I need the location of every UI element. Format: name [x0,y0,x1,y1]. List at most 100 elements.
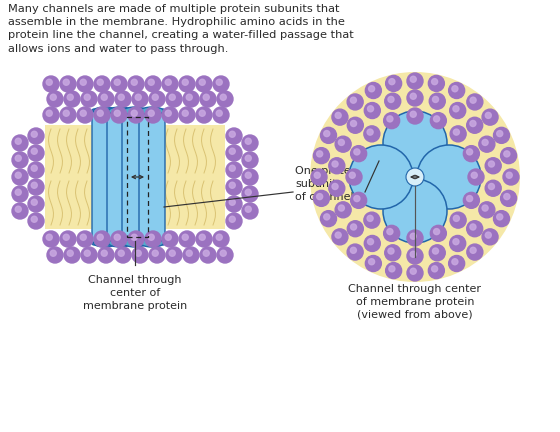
Circle shape [488,184,494,190]
Circle shape [485,158,501,174]
Circle shape [242,203,258,219]
Circle shape [43,231,59,247]
Circle shape [335,202,351,218]
Circle shape [46,79,52,85]
Circle shape [428,76,445,92]
Circle shape [186,250,192,256]
Circle shape [320,127,337,143]
Circle shape [332,229,348,245]
Circle shape [28,162,44,178]
Circle shape [165,234,171,240]
Circle shape [28,145,44,161]
Circle shape [463,146,479,162]
Circle shape [115,91,131,107]
Circle shape [347,117,363,133]
Text: Channel through
center of
membrane protein: Channel through center of membrane prote… [83,275,187,311]
Circle shape [166,247,182,263]
Circle shape [196,76,212,92]
Circle shape [466,221,483,237]
Circle shape [432,248,438,254]
Circle shape [31,148,38,154]
Circle shape [453,106,459,112]
Circle shape [196,231,212,247]
Circle shape [242,169,258,185]
Circle shape [12,169,28,185]
Circle shape [497,214,503,220]
Circle shape [410,93,416,99]
Circle shape [314,172,320,178]
Circle shape [15,206,21,212]
Circle shape [229,131,235,137]
Circle shape [12,203,28,219]
Circle shape [162,107,178,123]
Circle shape [148,110,154,116]
Circle shape [220,250,226,256]
Circle shape [50,250,56,256]
Circle shape [367,238,374,245]
Circle shape [183,247,199,263]
Circle shape [245,138,251,144]
Circle shape [15,189,21,195]
Circle shape [28,128,44,144]
Circle shape [80,234,86,240]
Circle shape [132,247,148,263]
Circle shape [149,247,165,263]
Ellipse shape [94,239,116,247]
Circle shape [203,94,209,100]
FancyBboxPatch shape [107,109,133,245]
Circle shape [46,110,52,116]
Circle shape [452,86,458,92]
Circle shape [220,94,226,100]
Circle shape [407,90,423,106]
Circle shape [347,221,363,237]
Circle shape [410,268,416,274]
Circle shape [470,121,476,127]
Circle shape [165,79,171,85]
Ellipse shape [141,107,164,115]
Circle shape [430,93,445,109]
Circle shape [454,129,459,135]
Circle shape [152,250,158,256]
Circle shape [493,211,510,227]
Circle shape [332,109,348,125]
Circle shape [407,108,423,124]
Circle shape [407,265,423,281]
Circle shape [31,199,38,205]
Circle shape [335,232,341,238]
Circle shape [410,233,416,239]
Circle shape [482,205,488,211]
Circle shape [351,224,357,230]
Circle shape [229,165,235,171]
Circle shape [430,113,446,129]
Circle shape [389,266,395,272]
Circle shape [115,247,131,263]
Circle shape [332,161,338,167]
Circle shape [485,180,501,196]
Circle shape [467,244,483,260]
Circle shape [338,140,344,146]
Circle shape [245,172,251,178]
Circle shape [467,94,483,110]
Circle shape [314,148,329,164]
Circle shape [432,266,438,272]
Circle shape [111,76,127,92]
Circle shape [28,179,44,195]
Circle shape [162,231,178,247]
Circle shape [28,196,44,212]
Ellipse shape [94,107,116,115]
Circle shape [229,216,235,222]
Circle shape [213,76,229,92]
Circle shape [486,232,491,238]
Circle shape [47,247,63,263]
Circle shape [501,191,516,206]
Circle shape [389,79,395,85]
Circle shape [28,213,44,229]
Circle shape [417,145,481,209]
Circle shape [430,226,446,241]
Circle shape [216,234,222,240]
Circle shape [43,76,59,92]
Circle shape [466,149,473,155]
Circle shape [229,199,235,205]
Circle shape [407,73,423,89]
Circle shape [503,169,519,185]
